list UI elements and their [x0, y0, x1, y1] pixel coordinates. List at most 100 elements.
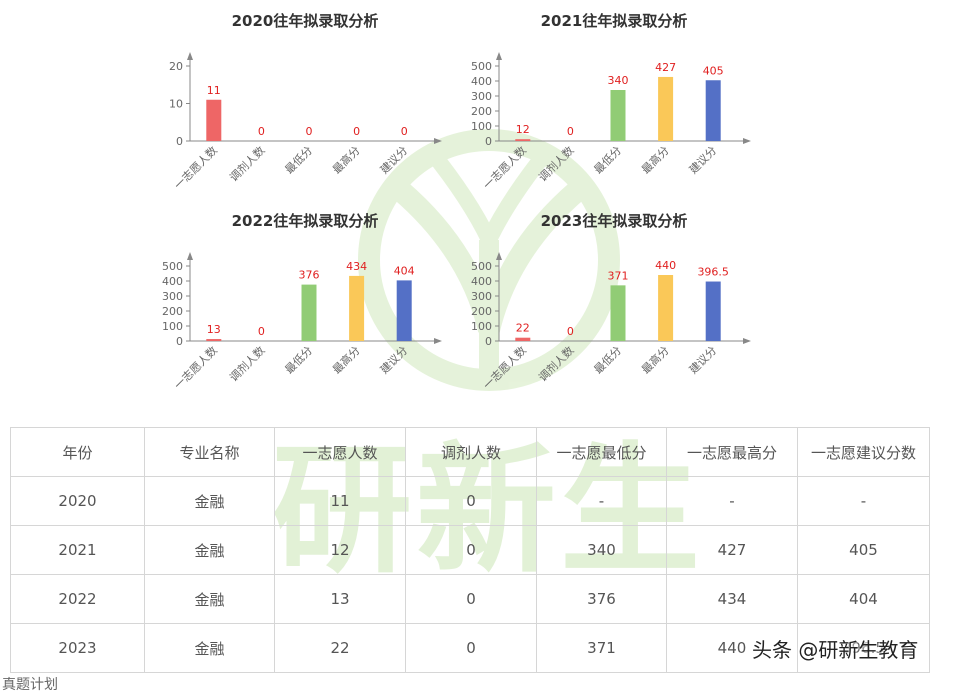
- y-axis-arrow: [187, 52, 193, 60]
- table-header-cell: 一志愿最低分: [536, 427, 667, 477]
- x-tick-label: 最高分: [638, 143, 671, 176]
- table-cell: 405: [797, 525, 930, 575]
- bar: [658, 76, 674, 141]
- x-tick-label: 调剂人数: [536, 343, 577, 384]
- bar-value-label: 0: [258, 125, 265, 138]
- bar-value-label: 0: [567, 125, 574, 138]
- x-tick-label: 最低分: [592, 344, 625, 377]
- y-tick-label: 0: [176, 135, 183, 148]
- y-tick-label: 200: [471, 305, 492, 318]
- table-row: 2021 金融 12 0 340 427 405: [10, 525, 930, 575]
- bar-value-label: 0: [567, 325, 574, 338]
- table-cell: 0: [405, 525, 537, 575]
- x-tick-label: 调剂人数: [227, 343, 268, 384]
- table-cell: 440: [666, 623, 798, 673]
- bar: [658, 275, 674, 341]
- table-cell: 371: [536, 623, 667, 673]
- y-tick-label: 500: [471, 60, 492, 73]
- bar: [705, 80, 721, 141]
- table-cell: 2022: [10, 574, 145, 624]
- y-tick-label: 400: [471, 275, 492, 288]
- table-cell: 2023: [10, 623, 145, 673]
- y-tick-label: 100: [471, 320, 492, 333]
- table-cell: 2021: [10, 525, 145, 575]
- chart-title: 2020往年拟录取分析: [231, 12, 379, 30]
- y-tick-label: 20: [169, 60, 183, 73]
- chart-title: 2021往年拟录取分析: [540, 12, 688, 30]
- table-header-cell: 一志愿最高分: [666, 427, 798, 477]
- bar-value-label: 22: [516, 322, 530, 335]
- table-header-cell: 一志愿建议分数: [797, 427, 930, 477]
- table-cell: 340: [536, 525, 667, 575]
- x-tick-label: 一志愿人数: [172, 144, 220, 192]
- y-tick-label: 200: [471, 105, 492, 118]
- chart-2022: 2022往年拟录取分析 0 100 200 300 400 500 13 一志愿人数 0 调剂人数…: [150, 200, 460, 400]
- chart-svg: 010020030040050012一志愿人数0调剂人数340最低分427最高分…: [471, 52, 751, 192]
- x-tick-label: 一志愿人数: [172, 344, 220, 392]
- chart-2020: 2020往年拟录取分析 0 10 20 11 一志愿人数 0 调剂人数 0 最低分 0 最高分 0 建议…: [150, 0, 460, 200]
- y-tick-label: 0: [485, 135, 492, 148]
- y-tick-label: 500: [162, 260, 183, 273]
- bottom-note: 真题计划: [2, 677, 58, 693]
- y-tick-label: 0: [485, 335, 492, 348]
- bar: [610, 285, 626, 341]
- bar: [610, 90, 626, 141]
- chart-title: 2022往年拟录取分析: [231, 212, 379, 230]
- bar-value-label: 376: [299, 269, 320, 282]
- table-cell: -: [797, 476, 930, 526]
- bar-value-label: 427: [655, 61, 676, 74]
- table-cell: 0: [405, 574, 537, 624]
- y-tick-label: 300: [471, 90, 492, 103]
- y-axis-arrow: [496, 52, 502, 60]
- table-row: 2020 金融 11 0 - - -: [10, 476, 930, 526]
- table-cell: 434: [666, 574, 798, 624]
- table-cell: 11: [274, 476, 406, 526]
- bar-value-label: 0: [258, 325, 265, 338]
- x-axis-arrow: [743, 338, 751, 344]
- bar-value-label: 340: [608, 74, 629, 87]
- x-axis-arrow: [434, 138, 442, 144]
- y-tick-label: 500: [471, 260, 492, 273]
- chart-2021: 2021往年拟录取分析 0 100 200 300 400 500 12 一志愿人数 0 调剂人数…: [459, 0, 769, 200]
- table-header-row: 年份 专业名称 一志愿人数 调剂人数 一志愿最低分 一志愿最高分 一志愿建议分数: [10, 427, 930, 477]
- x-tick-label: 建议分: [686, 143, 719, 176]
- x-tick-label: 最高分: [638, 343, 671, 376]
- bar-value-label: 371: [608, 269, 629, 282]
- table-cell: 427: [666, 525, 798, 575]
- x-tick-label: 建议分: [686, 343, 719, 376]
- chart-title: 2023往年拟录取分析: [540, 212, 688, 230]
- x-tick-label: 最高分: [329, 343, 362, 376]
- table-cell: 0: [405, 623, 537, 673]
- table-cell: -: [666, 476, 798, 526]
- y-tick-label: 200: [162, 305, 183, 318]
- bar-value-label: 11: [207, 84, 221, 97]
- bar-value-label: 434: [346, 260, 367, 273]
- y-tick-label: 100: [162, 320, 183, 333]
- chart-2023: 2023往年拟录取分析 0 100 200 300 400 500 22 一志愿人数 0 调剂人数…: [459, 200, 769, 400]
- table-cell: 2020: [10, 476, 145, 526]
- table-row: 2022 金融 13 0 376 434 404: [10, 574, 930, 624]
- y-tick-label: 100: [471, 120, 492, 133]
- table-cell: 金融: [144, 476, 275, 526]
- table-row: 2023 金融 22 0 371 440 396.5: [10, 623, 930, 673]
- y-axis-arrow: [496, 252, 502, 260]
- x-tick-label: 建议分: [377, 343, 410, 376]
- table-cell: 396.5: [797, 623, 930, 673]
- x-tick-label: 调剂人数: [227, 143, 268, 184]
- table-header-cell: 一志愿人数: [274, 427, 406, 477]
- bar-value-label: 0: [401, 125, 408, 138]
- table-cell: 404: [797, 574, 930, 624]
- table-header-cell: 年份: [10, 427, 145, 477]
- table-cell: 0: [405, 476, 537, 526]
- x-tick-label: 最高分: [329, 143, 362, 176]
- bar: [396, 280, 412, 341]
- bar: [301, 284, 317, 341]
- x-tick-label: 建议分: [377, 143, 410, 176]
- bar: [206, 339, 222, 341]
- y-tick-label: 300: [471, 290, 492, 303]
- bar: [515, 337, 531, 341]
- bar-value-label: 405: [703, 64, 724, 77]
- table-cell: 12: [274, 525, 406, 575]
- x-tick-label: 最低分: [592, 144, 625, 177]
- y-tick-label: 10: [169, 98, 183, 111]
